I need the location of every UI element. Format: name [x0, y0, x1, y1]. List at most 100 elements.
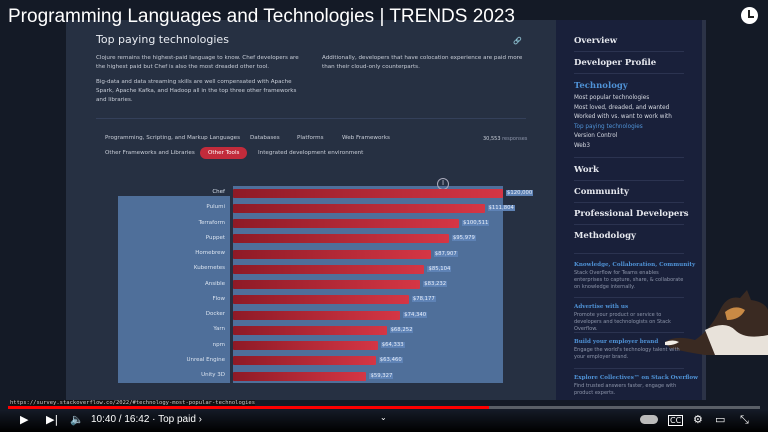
data-label: $120,000 — [506, 189, 534, 196]
bar-label: Docker — [205, 311, 225, 317]
progress-fill — [8, 406, 489, 409]
bar — [233, 203, 485, 213]
next-icon[interactable]: ▶| — [46, 413, 59, 426]
status-url: https://survey.stackoverflow.co/2022/#te… — [10, 400, 256, 406]
bar — [233, 234, 449, 244]
ad-text: Find trusted answers faster, engage with… — [574, 383, 677, 396]
bar — [233, 280, 421, 289]
divider — [574, 332, 684, 333]
ad-heading[interactable]: Explore Collectives™ on Stack Overflow — [574, 375, 698, 381]
data-label: $100,511 — [462, 220, 490, 226]
nav-methodology[interactable]: Methodology — [574, 231, 636, 241]
player-controls — [0, 410, 768, 432]
responses-value: 30,553 — [483, 136, 501, 142]
selection-highlight — [118, 196, 230, 383]
nav-developer-profile[interactable]: Developer Profile — [574, 58, 657, 68]
link-icon[interactable]: 🔗 — [513, 37, 522, 45]
bar — [233, 295, 409, 305]
bar — [233, 356, 376, 366]
settings-icon[interactable]: ⚙ — [693, 413, 703, 426]
divider — [96, 118, 526, 119]
divider — [574, 368, 684, 369]
progress-bar[interactable] — [8, 406, 760, 409]
play-icon[interactable]: ▶ — [20, 413, 29, 426]
tab-other-frameworks[interactable]: Other Frameworks and Libraries — [105, 150, 195, 156]
responses-label: responses — [502, 136, 528, 142]
bar-label: Homebrew — [195, 250, 225, 256]
tab-ide[interactable]: Integrated development environment — [258, 150, 364, 156]
bar-label: npm — [212, 341, 225, 348]
cast-icon[interactable]: ▭ — [715, 413, 726, 426]
sidebar — [556, 20, 706, 400]
ad-heading[interactable]: Build your employer brand — [574, 339, 659, 345]
data-label: $63,460 — [378, 357, 403, 364]
ad-text: Engage the world's technology talent wit… — [574, 347, 680, 360]
bar — [233, 310, 401, 320]
tab-other-tools[interactable]: Other Tools — [200, 147, 248, 159]
subnav-item[interactable]: Most popular technologies — [574, 95, 650, 101]
data-label: $111,804 — [487, 204, 515, 211]
bar-label: Flow — [212, 295, 225, 302]
divider — [574, 202, 684, 203]
bar-label: Puppet — [205, 234, 225, 241]
divider — [574, 73, 684, 74]
exit-fullscreen-icon[interactable]: ⤡ — [740, 413, 749, 426]
bar-label: Chef — [212, 189, 225, 195]
paragraph: Clojure remains the highest-paid languag… — [96, 55, 299, 70]
bar — [233, 188, 503, 198]
ad-text: Promote your product or service to devel… — [574, 312, 671, 332]
nav-community[interactable]: Community — [574, 187, 629, 197]
volume-icon[interactable]: 🔈 — [70, 413, 84, 426]
divider — [574, 51, 684, 52]
data-label: $74,340 — [403, 311, 428, 318]
data-label: $78,177 — [411, 296, 436, 303]
captions-icon[interactable]: CC — [668, 415, 684, 426]
nav-technology[interactable]: Technology — [574, 81, 628, 91]
bar — [233, 219, 460, 228]
bar-label: Pulumi — [206, 204, 225, 211]
autoplay-toggle[interactable] — [640, 415, 658, 424]
ad-heading[interactable]: Knowledge, Collaboration, Community — [574, 262, 696, 268]
data-label: $83,232 — [423, 281, 448, 287]
ad-text: Stack Overflow for Teams enables enterpr… — [574, 270, 684, 290]
bar-label: Yarn — [213, 326, 225, 333]
paragraph: Additionally, developers that have coloc… — [322, 55, 523, 70]
time-display[interactable]: 10:40 / 16:42 · Top paid › — [91, 414, 203, 425]
divider — [574, 180, 684, 181]
section-title: Top paying technologies — [96, 33, 229, 46]
bar — [233, 264, 425, 274]
bar-label: Kubernetes — [193, 265, 225, 272]
tab-databases[interactable]: Databases — [250, 135, 280, 141]
subnav-item[interactable]: Top paying technologies — [574, 123, 643, 130]
bar-label: Ansible — [204, 280, 225, 287]
chevron-down-icon[interactable]: ⌄ — [380, 413, 387, 422]
nav-overview[interactable]: Overview — [574, 36, 618, 46]
subnav-item[interactable]: Most loved, dreaded, and wanted — [574, 104, 670, 111]
nav-professional-developers[interactable]: Professional Developers — [574, 209, 689, 219]
bar — [233, 371, 367, 381]
tab-languages[interactable]: Programming, Scripting, and Markup Langu… — [105, 135, 241, 141]
video-title[interactable]: Programming Languages and Technologies |… — [8, 6, 515, 27]
bar — [233, 325, 387, 335]
tab-web-frameworks[interactable]: Web Frameworks — [342, 135, 390, 141]
subnav-item[interactable]: Version Control — [574, 133, 618, 140]
data-label: $68,252 — [389, 326, 414, 333]
cat-image — [665, 290, 768, 355]
bar-label: Unreal Engine — [186, 356, 225, 363]
nav-work[interactable]: Work — [574, 165, 599, 175]
data-label: $85,104 — [427, 265, 452, 272]
divider — [574, 157, 684, 158]
responses-count: 30,553 responses — [483, 136, 527, 142]
watch-later-icon[interactable] — [741, 7, 758, 24]
bar — [233, 249, 431, 259]
tab-platforms[interactable]: Platforms — [297, 135, 324, 141]
divider — [574, 297, 684, 298]
bar-label: Unity 3D — [201, 372, 225, 378]
subnav-item[interactable]: Web3 — [574, 143, 591, 149]
bar-label: Terraform — [198, 219, 225, 226]
subnav-item[interactable]: Worked with vs. want to work with — [574, 114, 672, 121]
data-label: $59,327 — [369, 372, 394, 379]
data-label: $87,907 — [433, 250, 458, 257]
data-label: $64,333 — [380, 342, 405, 348]
ad-heading[interactable]: Advertise with us — [574, 304, 629, 310]
